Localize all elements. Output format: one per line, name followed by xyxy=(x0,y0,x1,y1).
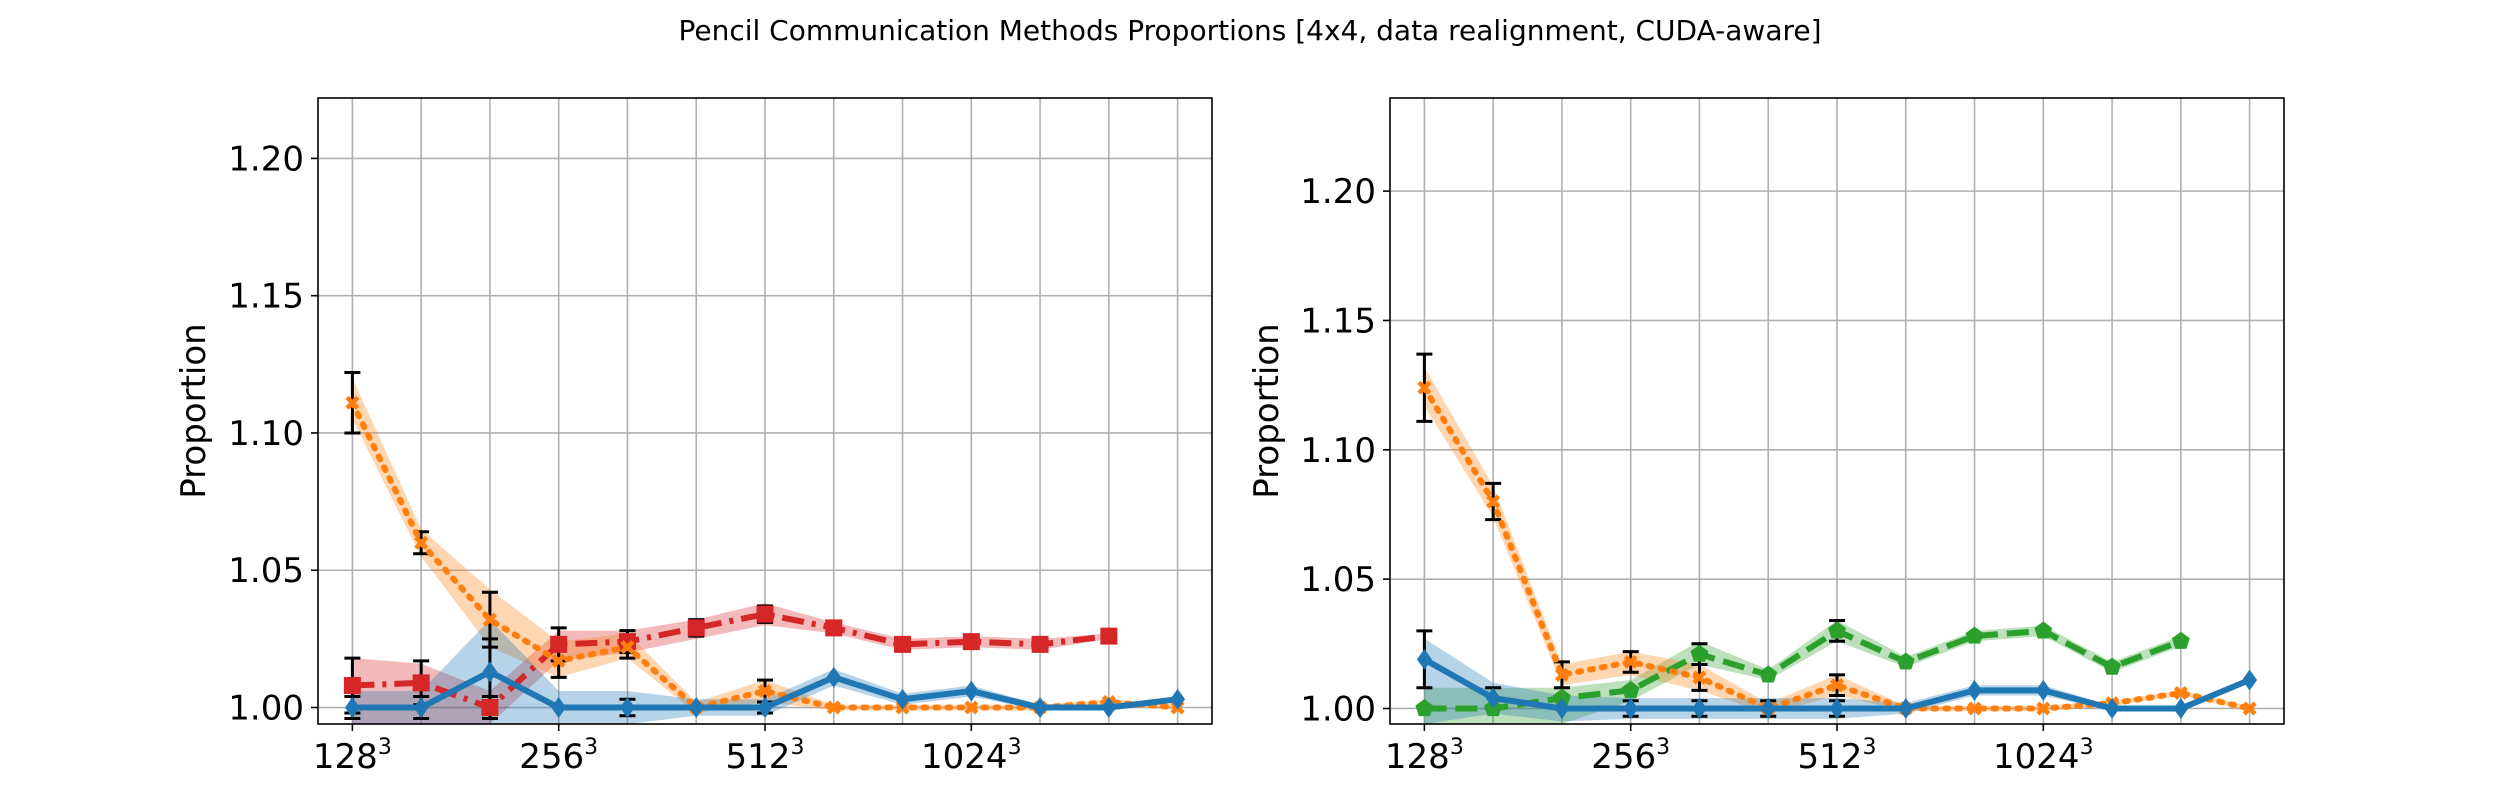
y-tick-label: 1.05 xyxy=(228,551,304,591)
right-chart-panel: 1.00 1.05 1.10 1.15 1.20 1283 2563 5123 10243 Pro… xyxy=(1247,97,2285,777)
chart-title: Pencil Communication Methods Proportions… xyxy=(678,14,1821,47)
y-tick-label: 1.10 xyxy=(228,414,304,454)
data-point xyxy=(963,680,979,702)
data-point xyxy=(1101,697,1117,718)
data-point xyxy=(2171,631,2190,649)
data-point xyxy=(894,635,912,653)
data-point xyxy=(1692,698,1707,719)
y-tick-label: 1.05 xyxy=(1300,560,1376,600)
data-point xyxy=(2104,698,2120,719)
series-line-0 xyxy=(352,611,1110,711)
confidence-band-0 xyxy=(352,603,1109,724)
data-point xyxy=(2173,685,2188,700)
y-tick-label: 1.20 xyxy=(228,139,304,179)
data-point xyxy=(2035,679,2051,701)
data-point xyxy=(550,635,568,653)
data-point xyxy=(345,395,360,410)
data-point xyxy=(1417,380,1432,395)
data-point xyxy=(414,535,429,550)
left-chart-panel: 1.00 1.05 1.10 1.15 1.20 1283 2563 5123 10243 Pro… xyxy=(174,97,1213,777)
data-point xyxy=(551,653,566,668)
y-tick-label: 1.10 xyxy=(1300,431,1376,471)
data-point xyxy=(1898,698,1914,719)
data-point xyxy=(2034,621,2053,639)
x-tick-label: 1283 xyxy=(1385,735,1464,777)
x-tick-label: 10243 xyxy=(921,735,1022,777)
data-point xyxy=(1623,654,1638,669)
x-tick-label: 2563 xyxy=(1591,735,1670,777)
data-point xyxy=(1031,635,1049,653)
data-point xyxy=(2242,669,2258,691)
data-point xyxy=(1829,698,1845,719)
data-point xyxy=(1486,494,1501,509)
data-point xyxy=(1692,670,1707,685)
data-point xyxy=(2103,657,2122,675)
data-point xyxy=(482,661,498,683)
data-point xyxy=(620,697,635,718)
x-tick-label: 2563 xyxy=(519,735,598,777)
data-point xyxy=(825,619,843,637)
data-point xyxy=(1170,688,1186,710)
data-point xyxy=(1759,665,1778,683)
data-point xyxy=(344,697,360,718)
data-point xyxy=(756,605,774,623)
y-tick-label: 1.15 xyxy=(1300,301,1376,341)
data-point xyxy=(895,688,910,710)
data-point xyxy=(551,697,567,718)
y-axis-label: Proportion xyxy=(174,323,214,498)
series-line-0 xyxy=(1424,627,2182,712)
data-point xyxy=(1032,697,1048,718)
data-point xyxy=(826,666,842,688)
data-point xyxy=(826,700,841,715)
y-tick-label: 1.20 xyxy=(1300,172,1376,212)
data-point xyxy=(1485,687,1501,709)
y-axis-label: Proportion xyxy=(1247,323,1287,498)
plot-series-group xyxy=(343,371,1186,724)
x-tick-label: 5123 xyxy=(726,735,805,777)
data-point xyxy=(1415,699,1434,717)
data-point xyxy=(2036,701,2051,716)
data-point xyxy=(757,684,773,699)
x-tick-label: 5123 xyxy=(1798,735,1877,777)
data-point xyxy=(620,640,635,655)
data-point xyxy=(413,697,429,718)
data-point xyxy=(687,619,705,637)
data-point xyxy=(1621,680,1640,698)
data-point xyxy=(2242,701,2257,716)
data-point xyxy=(688,697,704,718)
data-point xyxy=(1828,621,1846,639)
data-point xyxy=(481,699,499,717)
data-point xyxy=(1416,648,1432,670)
y-tick-label: 1.15 xyxy=(228,277,304,317)
data-point xyxy=(1623,698,1639,719)
data-point xyxy=(343,677,361,695)
plot-series-group xyxy=(1415,352,2258,724)
data-point xyxy=(1829,678,1845,693)
data-point xyxy=(1967,679,1982,701)
x-tick-label: 10243 xyxy=(1993,735,2094,777)
y-tick-label: 1.00 xyxy=(228,689,304,729)
data-point xyxy=(1896,652,1915,670)
data-point xyxy=(1554,698,1570,719)
data-point xyxy=(962,633,980,651)
data-point xyxy=(2173,698,2189,719)
data-point xyxy=(1100,627,1118,645)
data-point xyxy=(964,700,979,715)
data-point xyxy=(1760,698,1776,719)
data-point xyxy=(1554,667,1569,682)
data-point xyxy=(1967,701,1982,716)
data-point xyxy=(482,612,497,627)
data-point xyxy=(412,674,430,692)
y-tick-label: 1.00 xyxy=(1300,689,1376,729)
data-point xyxy=(757,697,773,718)
data-point xyxy=(1690,644,1709,662)
confidence-band-0 xyxy=(1424,620,2181,724)
data-point xyxy=(1965,626,1984,644)
x-tick-label: 1283 xyxy=(313,735,392,777)
